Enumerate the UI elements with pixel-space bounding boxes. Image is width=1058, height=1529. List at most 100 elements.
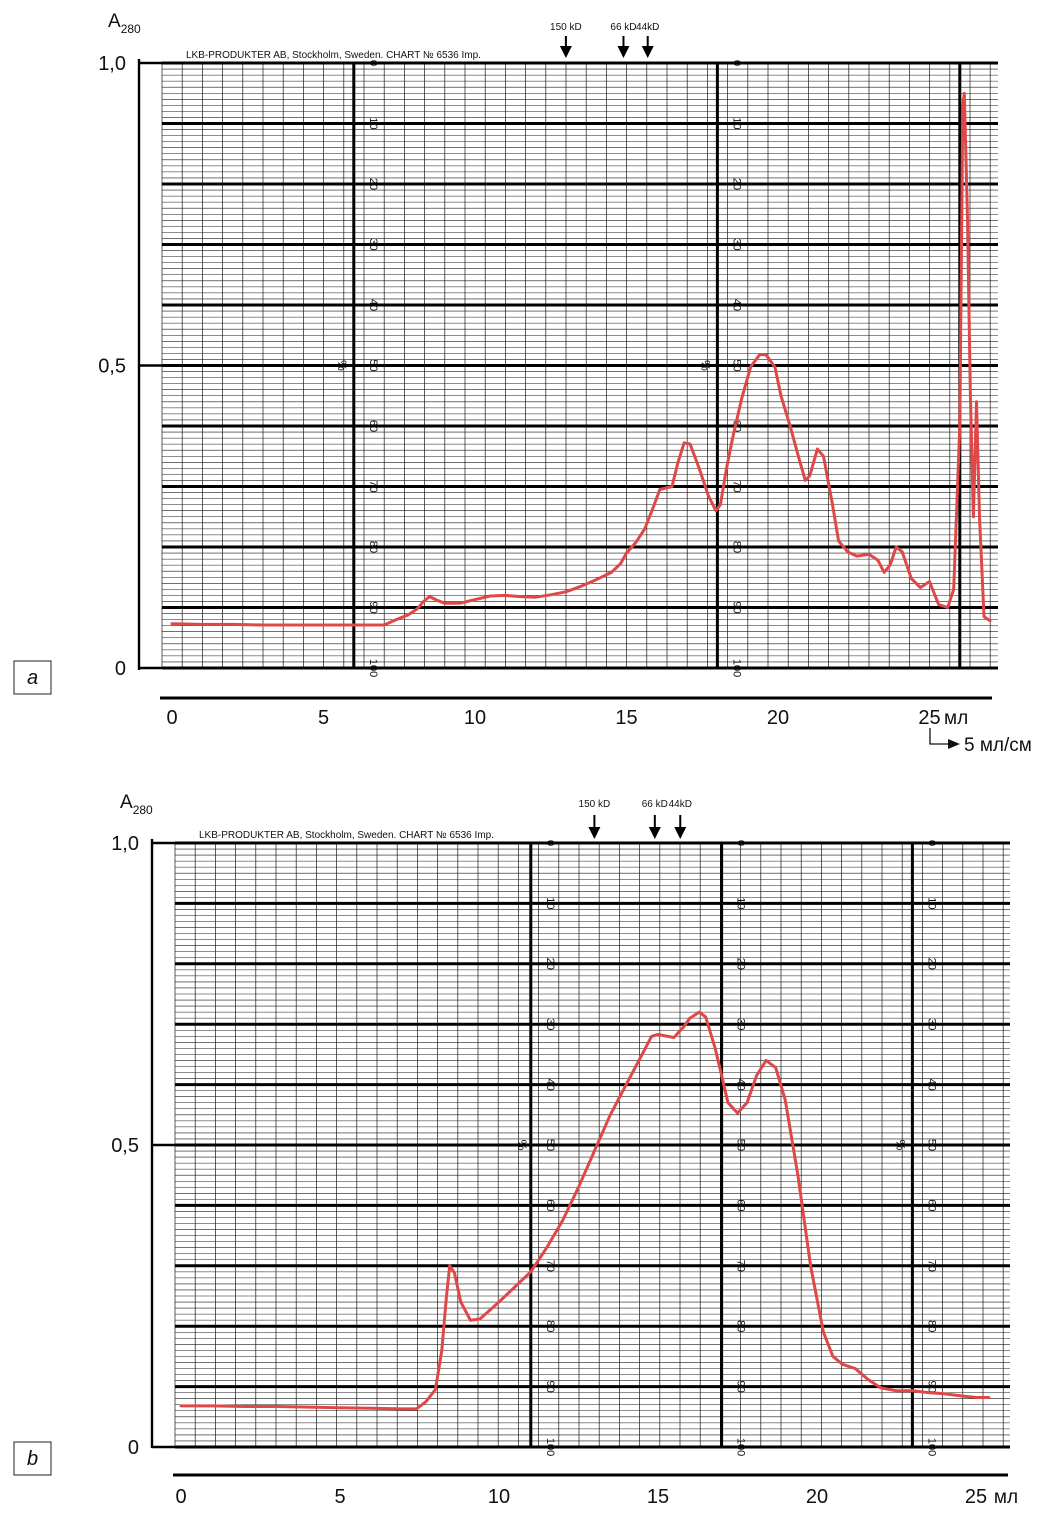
percent-tick-label: 60 [544,1199,556,1211]
y-tick-label: 0 [115,658,126,680]
x-tick-label: 5 [318,707,329,729]
panel-label-frame [13,660,52,695]
percent-tick-label: 30 [735,1018,747,1030]
percent-tick-label: 30 [367,238,379,250]
marker-label: 66 kD [642,799,668,810]
percent-tick-label: 0 [544,840,556,846]
x-axis: 0 5 10 15 20 25 [160,696,992,729]
chart-paper-header: LKB-PRODUKTER AB, Stockholm, Sweden. CHA… [199,830,494,841]
percent-tick-label: 50 [367,359,379,371]
x-tick-label: 25 [965,1486,987,1508]
percent-sign: % [698,360,712,371]
percent-tick-label: 20 [735,958,747,970]
x-tick-label: 10 [488,1486,510,1508]
x-tick-label: 25 [918,707,940,729]
percent-tick-label: 10 [735,897,747,909]
y-tick-label: 0,5 [111,1135,139,1157]
percent-tick-label: 80 [730,541,742,553]
percent-tick-label: 100 [544,1438,556,1456]
percent-tick-label: 70 [544,1260,556,1272]
x-tick-label: 0 [166,707,177,729]
percent-tick-label: 90 [730,601,742,613]
percent-tick-label: 80 [367,541,379,553]
panel-label-box: b [13,1441,52,1476]
percent-tick-label: 60 [367,420,379,432]
scale-arrow-icon [929,728,952,745]
scale-arrowhead-icon [948,739,960,749]
percent-tick-label: 40 [544,1078,556,1090]
percent-tick-label: 50 [925,1139,937,1151]
percent-tick-label: 40 [925,1078,937,1090]
chart-panel-a: 0102030405060708090100010203040506070809… [13,11,1032,756]
marker-label: 150 kD [550,22,582,33]
percent-tick-label: 70 [735,1260,747,1272]
percent-tick-label: 10 [730,117,742,129]
x-axis: 0 5 10 15 20 25 [173,1473,1008,1508]
percent-tick-label: 80 [925,1320,937,1332]
percent-tick-label: 20 [925,958,937,970]
percent-scale: 0102030405060708090100010203040506070809… [335,60,742,677]
series-layer [170,91,992,627]
x-tick-label: 0 [175,1486,186,1508]
percent-tick-label: 100 [925,1438,937,1456]
elution-trace-line [170,91,992,627]
percent-tick-label: 10 [544,897,556,909]
percent-tick-label: 70 [925,1260,937,1272]
percent-tick-label: 60 [735,1199,747,1211]
percent-tick-label: 50 [730,359,742,371]
mw-markers: 150 kD 66 kD 44kD [550,22,659,58]
chart-panel-b: 0102030405060708090100010203040506070809… [13,792,1018,1508]
percent-tick-label: 100 [730,659,742,677]
marker-arrow-icon [648,827,661,839]
y-axis: 0 0,5 1,0 [98,53,162,680]
percent-tick-label: 20 [730,178,742,190]
percent-tick-label: 90 [925,1380,937,1392]
percent-tick-label: 10 [925,897,937,909]
y-axis-label: A280 [120,792,153,817]
x-tick-label: 15 [647,1486,669,1508]
scale-note-text: 5 мл/см [964,735,1032,756]
percent-sign: % [335,360,349,371]
percent-tick-label: 50 [544,1139,556,1151]
percent-tick-label: 40 [367,299,379,311]
marker-label: 44kD [636,22,659,33]
x-tick-label: 15 [615,707,637,729]
percent-tick-label: 20 [544,958,556,970]
percent-tick-label: 40 [730,299,742,311]
percent-tick-label: 100 [735,1438,747,1456]
percent-scale: 0102030405060708090100010203040506070809… [515,840,937,1456]
elution-trace-line [179,1010,991,1411]
chart-paper-header: LKB-PRODUKTER AB, Stockholm, Sweden. CHA… [186,50,481,61]
percent-tick-label: 70 [367,480,379,492]
x-axis-unit: мл [994,1487,1018,1508]
y-axis: 0 0,5 1,0 [111,833,175,1459]
percent-tick-label: 40 [735,1078,747,1090]
percent-tick-label: 0 [735,840,747,846]
percent-tick-label: 50 [735,1139,747,1151]
panel-label: a [27,667,38,689]
scale-note: 5 мл/см [929,728,1032,756]
marker-label: 66 kD [610,22,636,33]
x-tick-label: 20 [806,1486,828,1508]
percent-tick-label: 90 [367,601,379,613]
panel-label: b [27,1448,38,1470]
panel-label-box: a [13,660,52,695]
x-tick-label: 10 [464,707,486,729]
marker-arrow-icon [588,827,601,839]
mw-markers: 150 kD 66 kD 44kD [579,799,692,839]
marker-arrow-icon [617,46,630,58]
percent-sign: % [893,1140,907,1151]
percent-tick-label: 90 [735,1380,747,1392]
marker-arrow-icon [674,827,687,839]
y-tick-label: 0 [128,1437,139,1459]
percent-tick-label: 60 [925,1199,937,1211]
x-tick-label: 20 [767,707,789,729]
percent-tick-label: 30 [730,238,742,250]
percent-tick-label: 90 [544,1380,556,1392]
chart-grid [161,61,998,670]
percent-tick-label: 20 [367,178,379,190]
percent-tick-label: 70 [730,480,742,492]
marker-label: 44kD [669,799,692,810]
percent-tick-label: 30 [925,1018,937,1030]
percent-tick-label: 10 [367,117,379,129]
